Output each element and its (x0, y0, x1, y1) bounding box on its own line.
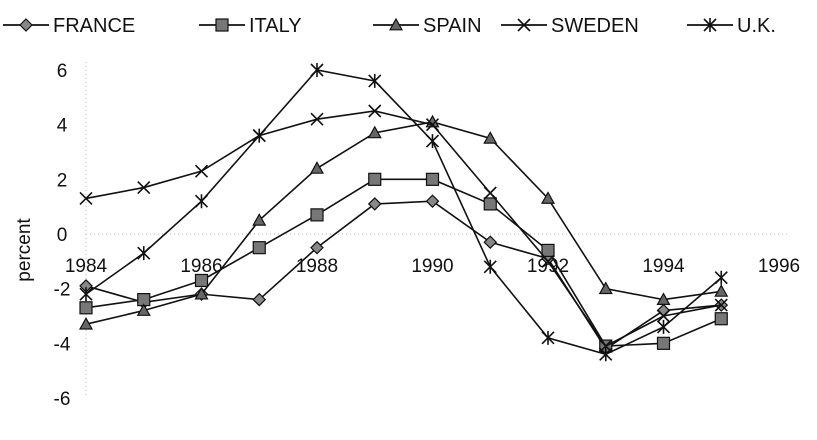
data-point-italy (541, 243, 555, 257)
x-tick-label: 1984 (65, 256, 108, 277)
legend-marker-spain (388, 17, 404, 31)
x-tick-label: 1986 (180, 256, 222, 277)
data-point-uk (79, 287, 93, 302)
data-point-italy (656, 336, 671, 350)
data-point-italy (79, 301, 93, 315)
data-point-sweden (137, 180, 151, 195)
data-point-sweden (714, 298, 728, 312)
y-tick-label: 2 (57, 170, 68, 191)
y-tick-label: -2 (54, 280, 71, 301)
data-point-spain (598, 281, 613, 295)
legend-item-france: FRANCE (3, 15, 135, 37)
data-point-sweden (310, 112, 324, 126)
data-point-italy (425, 172, 440, 186)
data-point-uk (310, 63, 324, 77)
data-point-uk (252, 128, 266, 143)
data-point-france (483, 235, 498, 250)
data-point-france (252, 292, 267, 307)
data-point-uk (599, 347, 613, 362)
data-point-spain (78, 316, 94, 330)
series-line-italy (85, 178, 722, 347)
data-point-sweden (483, 186, 497, 200)
data-point-uk (194, 194, 209, 209)
data-point-spain (483, 131, 498, 144)
x-tick-label: 1996 (758, 256, 800, 277)
data-point-sweden (79, 191, 93, 206)
legend-label: ITALY (249, 15, 302, 37)
y-tick-label: -4 (54, 334, 71, 355)
legend-item-italy: ITALY (199, 15, 302, 37)
legend-item-uk: U.K. (687, 15, 776, 37)
series-uk (79, 63, 728, 362)
series-line-uk (85, 69, 722, 356)
data-point-uk (541, 330, 555, 345)
y-tick-label: 6 (57, 61, 68, 82)
axes: 6 4 2 0 -2 -4 -6 1984 1986 1988 1990 1992 1994 1996 (54, 61, 801, 410)
data-point-italy (714, 312, 728, 326)
legend-marker-italy (215, 18, 229, 32)
data-point-uk (483, 259, 497, 274)
legend-label: U.K. (737, 15, 776, 37)
series-line-spain (85, 121, 722, 325)
legend-label: SPAIN (423, 15, 482, 37)
data-point-sweden (425, 118, 440, 132)
series-line-sweden (85, 110, 722, 348)
data-point-france (425, 194, 440, 209)
legend-item-sweden: SWEDEN (501, 15, 639, 37)
series-layer (78, 63, 729, 362)
data-point-france (367, 197, 382, 211)
data-point-italy (194, 273, 209, 288)
series-france (79, 194, 729, 356)
series-line-france (85, 200, 722, 350)
legend-marker-uk (703, 18, 717, 32)
data-point-sweden (194, 164, 209, 178)
data-point-sweden (368, 104, 382, 118)
data-point-spain (194, 286, 209, 300)
data-point-italy (310, 208, 324, 222)
data-point-uk (368, 73, 382, 88)
data-point-spain (309, 161, 325, 174)
data-point-uk (137, 246, 151, 261)
data-point-france (310, 240, 324, 255)
x-tick-label: 1990 (411, 256, 453, 277)
legend-item-spain: SPAIN (373, 15, 482, 37)
data-point-italy (368, 172, 382, 186)
legend-marker-france (19, 18, 33, 32)
data-point-spain (540, 191, 556, 204)
data-point-uk (714, 270, 728, 285)
y-tick-label: 0 (57, 225, 68, 246)
data-point-italy (252, 241, 266, 255)
data-point-uk (425, 134, 440, 149)
legend-marker-sweden (517, 18, 531, 32)
y-axis-label: percent (14, 218, 35, 282)
legend: FRANCE ITALY SPAIN SWEDEN U.K. (3, 15, 776, 37)
y-tick-label: -6 (54, 389, 71, 410)
data-point-uk (656, 319, 671, 334)
x-tick-label: 1988 (296, 256, 338, 277)
series-sweden (79, 104, 728, 353)
data-point-italy (483, 197, 497, 211)
series-italy (79, 172, 728, 353)
data-point-sweden (656, 309, 671, 323)
y-tick-label: 4 (57, 116, 68, 137)
data-point-spain (367, 125, 382, 139)
data-point-spain (252, 213, 267, 226)
x-tick-label: 1992 (527, 256, 569, 277)
data-point-spain (656, 292, 671, 305)
legend-label: SWEDEN (551, 15, 639, 37)
data-point-spain (136, 303, 151, 316)
data-point-spain (714, 284, 729, 297)
data-point-sweden (541, 254, 555, 268)
legend-label: FRANCE (53, 15, 135, 37)
x-tick-label: 1994 (642, 256, 685, 277)
